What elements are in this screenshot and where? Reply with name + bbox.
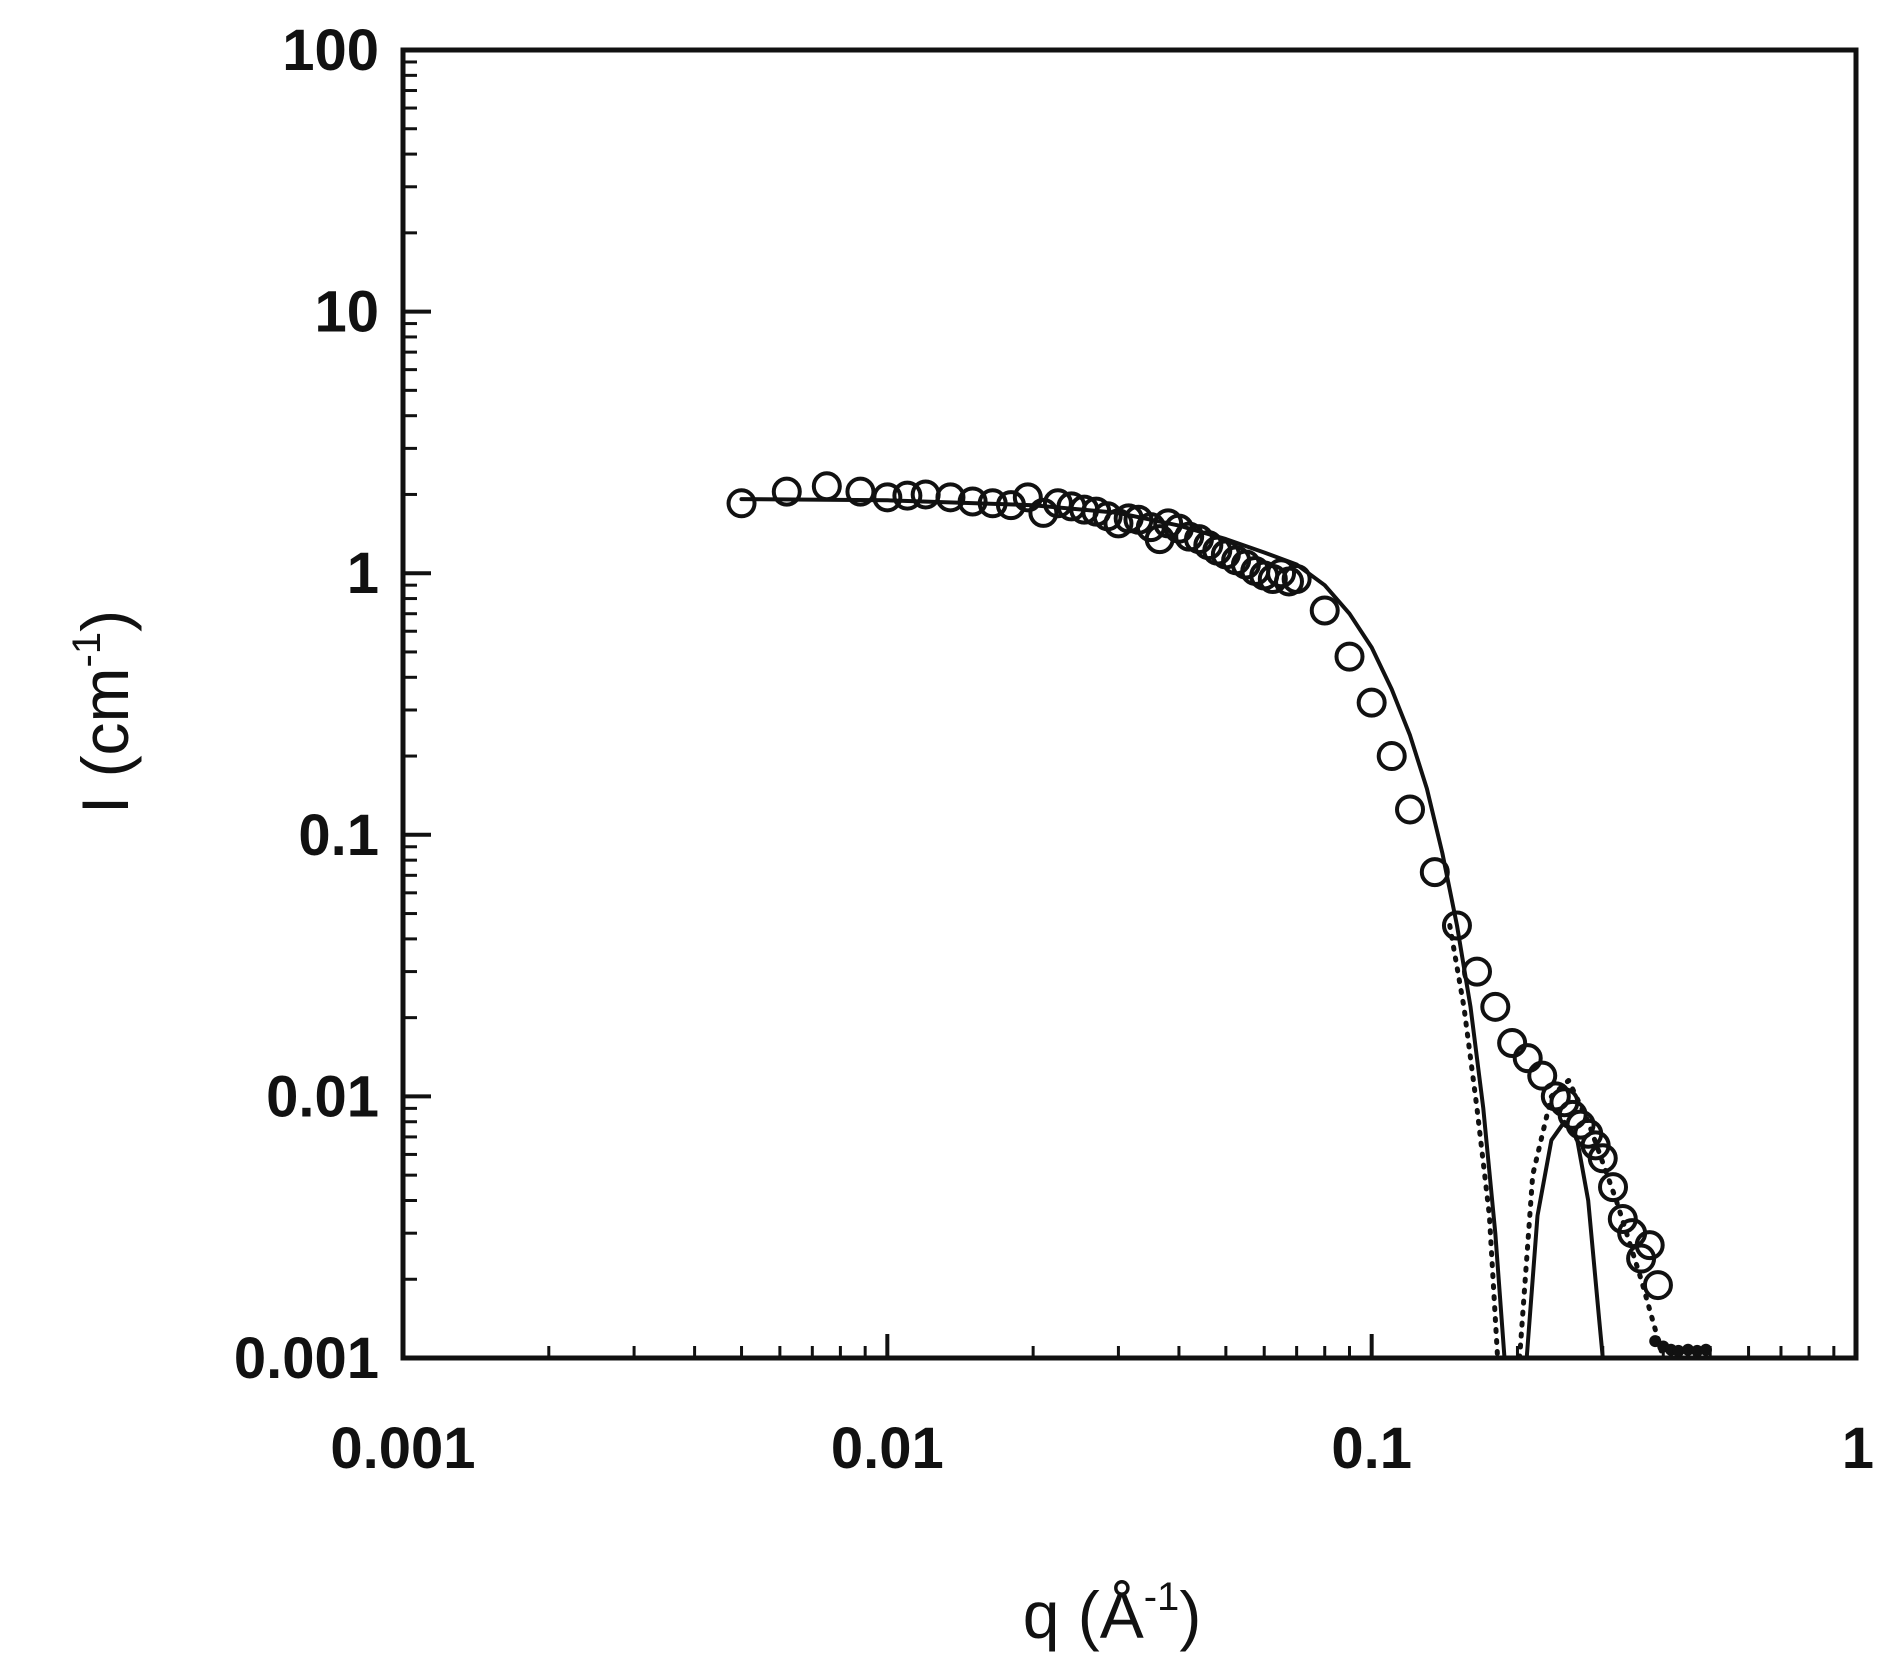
data-point <box>1527 1060 1558 1091</box>
data-point <box>1672 1344 1685 1357</box>
y-tick-label: 0.01 <box>266 1064 379 1129</box>
data-point <box>771 476 802 507</box>
data-point <box>1699 1343 1712 1356</box>
y-tick-label: 0.001 <box>234 1326 379 1391</box>
plot-area-border <box>400 47 1859 1361</box>
data-point <box>1257 564 1288 595</box>
dot-point-series <box>1649 1335 1712 1357</box>
data-point <box>1395 794 1426 825</box>
data-point <box>1598 1172 1629 1203</box>
data-point <box>1691 1344 1704 1357</box>
dotted-fit-curve <box>1447 923 1501 1361</box>
data-point <box>1480 991 1511 1022</box>
solid-fit-curve <box>1524 1119 1605 1360</box>
x-tick-labels: 0.001 0.01 0.1 1 <box>330 1416 1874 1481</box>
data-point <box>1309 595 1340 626</box>
data-point <box>1497 1028 1528 1059</box>
major-ticks <box>401 48 1858 1360</box>
y-axis-title-tail: ) <box>68 610 142 632</box>
y-axis-title: I (cm-1) <box>65 610 142 814</box>
x-tick-label: 0.1 <box>1331 1416 1412 1481</box>
y-tick-label: 0.1 <box>298 803 379 868</box>
x-axis-title: q (Å-1) <box>1023 1575 1202 1652</box>
data-point <box>1376 741 1407 772</box>
data-point <box>1012 482 1043 513</box>
data-point <box>1334 641 1365 672</box>
data-point <box>845 476 876 507</box>
data-point <box>892 480 923 511</box>
y-axis-title-base: I (cm <box>68 667 142 814</box>
x-tick-label: 0.001 <box>330 1416 475 1481</box>
x-axis-title-tail: ) <box>1179 1578 1201 1652</box>
data-point <box>1441 910 1472 941</box>
y-tick-label: 1 <box>347 541 379 606</box>
x-tick-label: 0.01 <box>831 1416 944 1481</box>
data-point <box>1634 1230 1665 1261</box>
x-axis-title-sup: -1 <box>1144 1575 1180 1619</box>
solid-fit-curve <box>739 497 1507 1360</box>
data-point <box>1682 1343 1695 1356</box>
dotted-fit-curve <box>1517 1078 1666 1361</box>
y-axis-title-sup: -1 <box>65 632 109 668</box>
data-point <box>935 482 966 513</box>
data-point <box>1512 1043 1543 1074</box>
data-series <box>726 471 1712 1361</box>
y-tick-label: 10 <box>314 280 379 345</box>
data-point <box>1557 1099 1588 1130</box>
data-point <box>872 482 903 513</box>
plot-frame <box>400 47 1859 1361</box>
data-point <box>1356 687 1387 718</box>
y-tick-labels: 0.001 0.01 0.1 1 10 100 <box>234 18 379 1391</box>
x-axis-title-base: q (Å <box>1023 1578 1144 1652</box>
x-tick-label: 1 <box>1842 1416 1874 1481</box>
minor-ticks <box>403 60 1836 1358</box>
data-point <box>726 488 757 519</box>
data-point <box>1587 1143 1618 1174</box>
y-tick-label: 100 <box>282 18 379 83</box>
